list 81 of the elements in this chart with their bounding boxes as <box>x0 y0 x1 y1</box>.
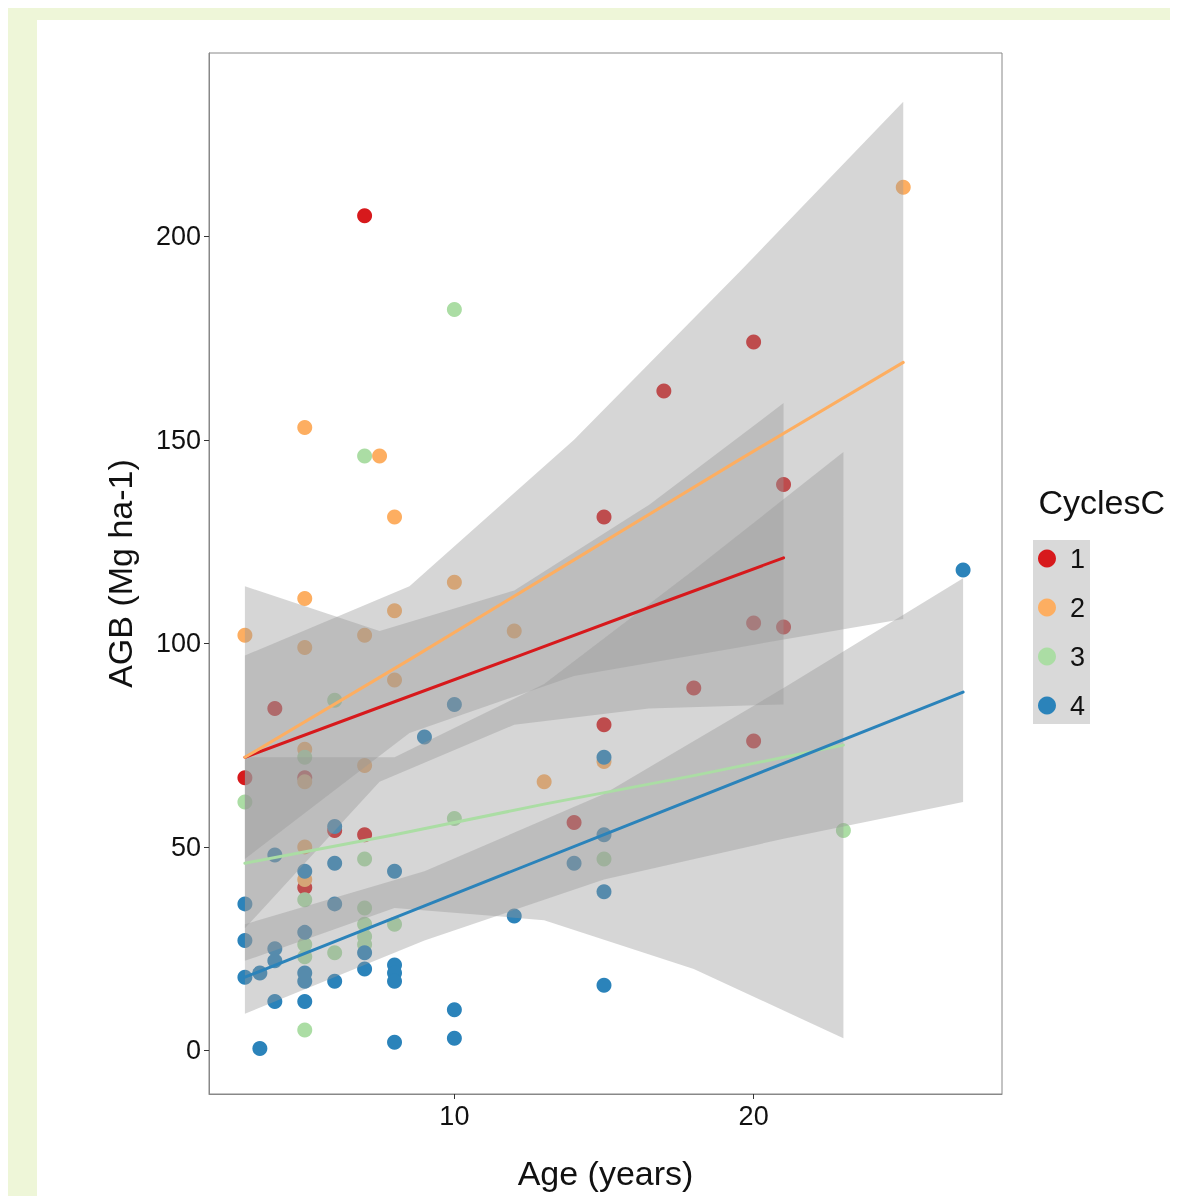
point <box>387 863 403 879</box>
point <box>446 1030 462 1046</box>
point <box>446 301 462 317</box>
point <box>656 383 672 399</box>
point <box>596 749 612 765</box>
point <box>267 941 283 957</box>
point <box>446 696 462 712</box>
point <box>297 863 313 879</box>
point <box>297 892 313 908</box>
point <box>237 896 253 912</box>
point <box>357 757 373 773</box>
legend-label: 3 <box>1069 641 1086 672</box>
point <box>835 823 851 839</box>
point <box>237 770 253 786</box>
point <box>686 680 702 696</box>
y-axis-title: AGB (Mg ha-1) <box>101 459 139 688</box>
point <box>955 562 971 578</box>
point <box>506 908 522 924</box>
point <box>387 672 403 688</box>
point <box>387 603 403 619</box>
point <box>895 179 911 195</box>
point <box>357 961 373 977</box>
point <box>327 973 343 989</box>
point <box>297 924 313 940</box>
point <box>297 639 313 655</box>
line-series <box>243 743 845 865</box>
point <box>746 733 762 749</box>
y-tick-label: 100 <box>155 628 201 659</box>
point <box>387 509 403 525</box>
point <box>596 717 612 733</box>
legend-label: 4 <box>1069 690 1086 721</box>
point <box>327 819 343 835</box>
point <box>297 1022 313 1038</box>
point <box>746 615 762 631</box>
point <box>506 623 522 639</box>
point <box>267 700 283 716</box>
point <box>267 994 283 1010</box>
y-tick-label: 200 <box>155 221 201 252</box>
legend-title: CyclesC <box>1038 483 1166 521</box>
point <box>746 334 762 350</box>
point <box>566 814 582 830</box>
point <box>357 851 373 867</box>
point <box>357 900 373 916</box>
x-tick-label: 10 <box>439 1100 470 1131</box>
x-tick-label: 20 <box>738 1100 769 1131</box>
point <box>596 977 612 993</box>
point <box>237 933 253 949</box>
y-tick-label: 150 <box>155 424 201 455</box>
legend-label: 1 <box>1069 543 1086 574</box>
point <box>776 477 792 493</box>
point <box>372 448 388 464</box>
point <box>596 884 612 900</box>
point <box>237 627 253 643</box>
point <box>566 855 582 871</box>
point <box>596 509 612 525</box>
point <box>327 896 343 912</box>
point <box>297 420 313 436</box>
point <box>237 794 253 810</box>
y-tick-label: 0 <box>185 1035 201 1066</box>
point <box>297 994 313 1010</box>
point <box>357 627 373 643</box>
point <box>357 448 373 464</box>
line-series <box>243 360 905 759</box>
point <box>446 1002 462 1018</box>
point <box>327 945 343 961</box>
point <box>297 591 313 607</box>
point <box>327 855 343 871</box>
y-tick-label: 50 <box>170 831 201 862</box>
point <box>252 1040 268 1056</box>
point <box>446 574 462 590</box>
point <box>776 619 792 635</box>
point <box>357 945 373 961</box>
point <box>387 1034 403 1050</box>
legend-label: 2 <box>1069 592 1086 623</box>
point <box>357 208 373 224</box>
point <box>297 749 313 765</box>
point <box>536 774 552 790</box>
point <box>297 774 313 790</box>
point <box>596 851 612 867</box>
point <box>416 729 432 745</box>
x-axis-title: Age (years) <box>517 1154 694 1192</box>
